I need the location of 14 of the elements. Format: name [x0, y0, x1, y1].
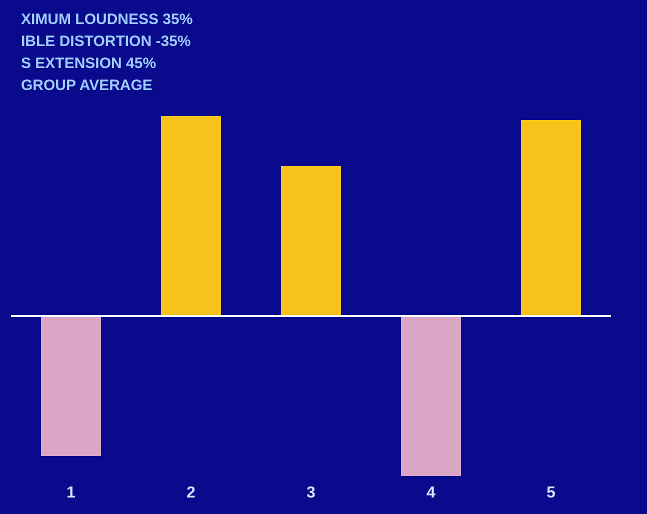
text: IBLE DISTORTION -35%: [21, 33, 191, 50]
bar: [401, 316, 461, 476]
text: S EXTENSION 45%: [21, 55, 156, 72]
x-tick-label: 3: [306, 484, 316, 502]
bar: [521, 120, 581, 316]
x-tick-label: 4: [426, 484, 436, 502]
bar: [161, 116, 221, 316]
x-tick-label: 1: [66, 484, 76, 502]
text: XIMUM LOUDNESS 35%: [21, 11, 193, 28]
bar: [281, 166, 341, 316]
x-tick-label: 5: [546, 484, 556, 502]
text: GROUP AVERAGE: [21, 77, 152, 94]
x-tick-label: 2: [186, 484, 196, 502]
bar: [41, 316, 101, 456]
